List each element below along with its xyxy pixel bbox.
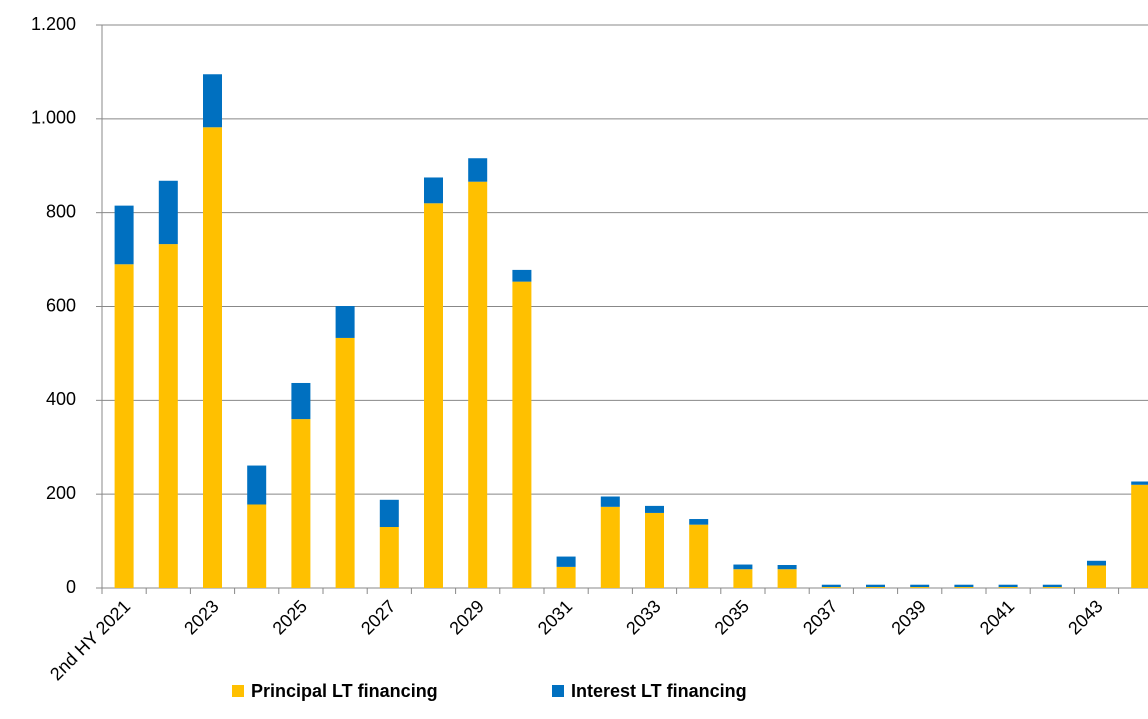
bar-segment xyxy=(247,465,267,505)
y-tick-label: 200 xyxy=(46,483,76,503)
bar-segment xyxy=(379,527,399,588)
bar-segment xyxy=(335,337,355,588)
bar-segment xyxy=(954,587,974,588)
bar-segment xyxy=(600,496,620,507)
x-tick-label: 2027 xyxy=(357,596,399,638)
legend-label: Interest LT financing xyxy=(571,681,747,701)
bar-segment xyxy=(114,205,134,265)
y-tick-label: 400 xyxy=(46,389,76,409)
bar-segment xyxy=(247,504,267,588)
x-tick-label: 2025 xyxy=(269,596,311,638)
y-tick-label: 1.000 xyxy=(31,108,76,128)
y-tick-label: 0 xyxy=(66,577,76,597)
bar-segment xyxy=(1087,565,1106,588)
bar-segment xyxy=(821,587,841,588)
y-tick-label: 800 xyxy=(46,201,76,221)
bar-segment xyxy=(1087,560,1106,566)
bar-segment xyxy=(1131,481,1148,485)
x-tick-label: 2029 xyxy=(445,596,487,638)
bar-segment xyxy=(556,566,576,588)
bar-segment xyxy=(954,584,974,588)
y-tick-label: 600 xyxy=(46,295,76,315)
bar-segment xyxy=(379,499,399,528)
bar-segment xyxy=(733,569,753,588)
bar-segment xyxy=(1131,484,1148,588)
bar-segment xyxy=(203,127,222,589)
x-tick-label: 2037 xyxy=(799,596,841,638)
x-tick-label: 2039 xyxy=(887,596,929,638)
bar-segment xyxy=(158,180,178,245)
bar-segment xyxy=(998,584,1018,588)
bar-segment xyxy=(645,512,664,588)
bar-segment xyxy=(733,564,753,570)
bar-segment xyxy=(114,264,134,588)
legend-swatch xyxy=(232,685,244,697)
bar-segment xyxy=(335,306,355,338)
bar-segment xyxy=(600,506,620,588)
x-tick-label: 2033 xyxy=(622,596,664,638)
bar-segment xyxy=(424,177,443,204)
bar-segment xyxy=(158,244,178,588)
x-tick-label: 2nd HY 2021 xyxy=(46,596,134,684)
bar-segment xyxy=(512,269,532,282)
bar-segment xyxy=(998,587,1018,588)
bar-segment xyxy=(866,587,885,588)
x-tick-label: 2023 xyxy=(180,596,222,638)
bar-segment xyxy=(777,565,797,570)
y-tick-label: 1.200 xyxy=(31,14,76,34)
bar-segment xyxy=(821,584,841,588)
bar-segment xyxy=(777,569,797,588)
bar-segment xyxy=(910,587,930,588)
bar-segment xyxy=(1042,584,1062,588)
x-tick-label: 2043 xyxy=(1064,596,1106,638)
bar-segment xyxy=(468,181,488,588)
bar-segment xyxy=(689,524,709,588)
legend-label: Principal LT financing xyxy=(251,681,438,701)
bar-segment xyxy=(866,584,885,588)
bar-segment xyxy=(689,519,709,525)
bar-segment xyxy=(556,556,576,567)
bar-segment xyxy=(1042,587,1062,588)
bar-segment xyxy=(291,382,311,420)
bar-segment xyxy=(512,281,532,588)
bar-segment xyxy=(291,419,311,588)
bar-segment xyxy=(424,203,443,589)
bar-segment xyxy=(468,158,488,182)
x-tick-label: 2035 xyxy=(711,596,753,638)
legend-swatch xyxy=(552,685,564,697)
x-tick-label: 2041 xyxy=(976,596,1018,638)
bar-segment xyxy=(645,505,664,513)
x-tick-label: 2031 xyxy=(534,596,576,638)
bar-segment xyxy=(203,74,222,128)
bar-segment xyxy=(910,584,930,588)
